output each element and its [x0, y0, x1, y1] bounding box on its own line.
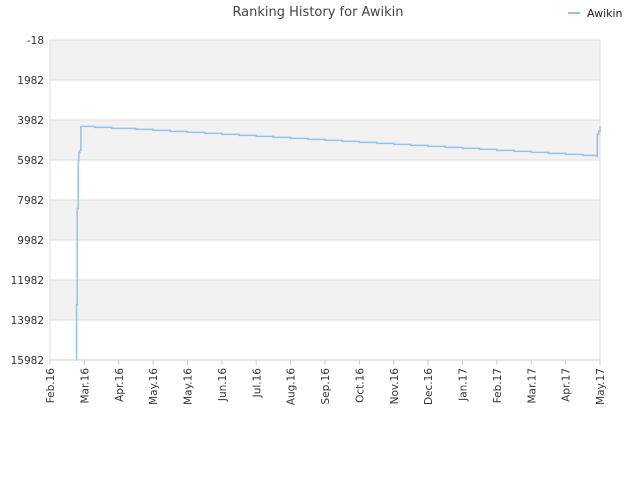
legend: Awikin — [568, 7, 623, 20]
x-tick-label: Apr.17 — [561, 368, 573, 402]
plot-band — [50, 320, 600, 360]
x-tick-label: Dec.16 — [423, 368, 435, 405]
x-tick-label: May.16 — [183, 368, 195, 405]
plot-band — [50, 240, 600, 280]
x-tick-label: Aug.16 — [286, 368, 298, 406]
y-tick-label: 3982 — [17, 115, 44, 127]
y-tick-label: 1982 — [17, 75, 44, 87]
x-tick-label: Jan.17 — [458, 368, 470, 402]
x-tick-label: May.16 — [148, 368, 160, 405]
y-tick-label: 9982 — [17, 235, 44, 247]
legend-label-awikin: Awikin — [587, 7, 623, 20]
x-tick-label: Mar.17 — [526, 368, 538, 404]
x-tick-label: Feb.16 — [45, 368, 57, 404]
y-tick-label: 5982 — [17, 155, 44, 167]
series-line-awikin — [75, 125, 601, 361]
x-tick-label: Jun.16 — [217, 368, 229, 402]
x-axis: Feb.16 Mar.16 Apr.16 May.16 May.16 Jun.16 Jul.… — [45, 360, 607, 405]
plot-band — [50, 40, 600, 80]
series-awikin — [75, 125, 601, 361]
plot-band — [50, 80, 600, 120]
plot-band — [50, 160, 600, 200]
y-tick-label: -18 — [27, 35, 44, 47]
x-tick-label: Sep.16 — [320, 368, 332, 405]
y-tick-label: 11982 — [11, 275, 44, 287]
plot-band — [50, 200, 600, 240]
y-tick-label: 13982 — [11, 315, 44, 327]
x-tick-label: Feb.17 — [492, 368, 504, 403]
x-tick-label: May.17 — [595, 368, 607, 405]
x-tick-label: Apr.16 — [114, 368, 126, 402]
x-tick-label: Mar.16 — [79, 368, 91, 404]
x-tick-label: Jul.16 — [251, 368, 263, 399]
y-axis: -18 1982 3982 5982 7982 9982 11982 13982 15982 — [11, 35, 44, 367]
plot-band — [50, 280, 600, 320]
y-tick-label: 15982 — [11, 355, 44, 367]
y-tick-label: 7982 — [17, 195, 44, 207]
x-tick-label: Nov.16 — [389, 368, 401, 405]
chart-title: Ranking History for Awikin — [232, 5, 403, 20]
plot-bands — [50, 40, 600, 360]
x-tick-label: Oct.16 — [354, 368, 366, 403]
